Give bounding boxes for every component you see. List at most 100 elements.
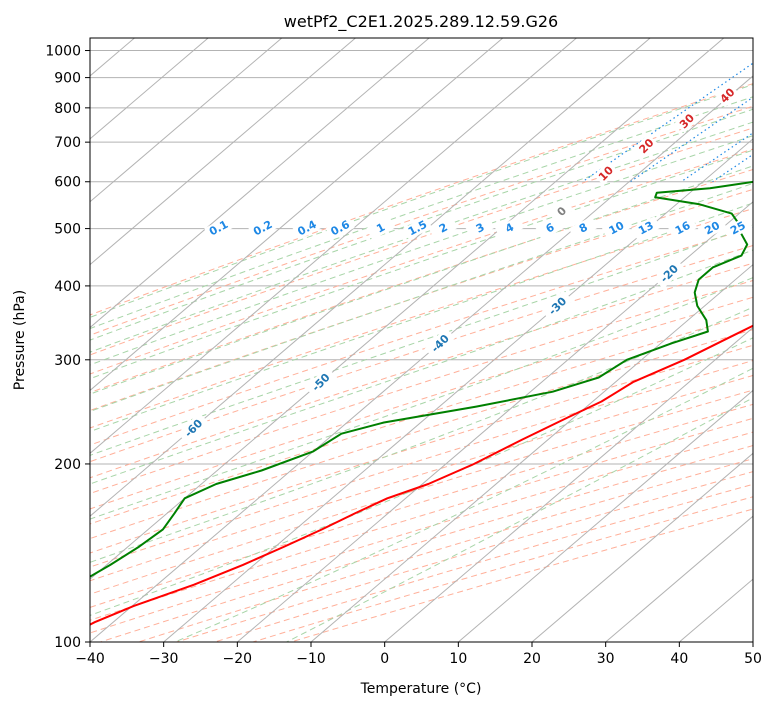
dry-adiabat-line bbox=[90, 188, 753, 412]
moist-adiabat-line bbox=[90, 165, 753, 395]
dry-adiabat-line bbox=[90, 83, 753, 316]
adiabat-label-bg bbox=[674, 109, 699, 134]
isotherm-line bbox=[90, 38, 356, 266]
dry-adiabat-line bbox=[90, 296, 753, 510]
isotherm-line bbox=[90, 38, 283, 203]
y-tick-label: 200 bbox=[54, 457, 81, 473]
isotherm-label-bg bbox=[177, 412, 209, 444]
moist-adiabat-line bbox=[90, 337, 753, 616]
plot-frame bbox=[89, 37, 754, 643]
mixing-ratio-label-bg bbox=[366, 216, 396, 240]
mixing-ratio-label-bg bbox=[568, 216, 598, 240]
isotherm-line bbox=[90, 38, 430, 329]
y-tick-label: 100 bbox=[54, 635, 81, 651]
adiabat-label-bg bbox=[593, 161, 618, 186]
moist-adiabats bbox=[90, 84, 753, 642]
mixing-ratio-label-bg bbox=[465, 216, 495, 240]
isotherm-line bbox=[163, 138, 753, 642]
mixing-ratio-label-bg bbox=[535, 216, 565, 240]
isotherm-line bbox=[90, 38, 577, 454]
chart-title: wetPf2_C2E1.2025.289.12.59.G26 bbox=[284, 12, 558, 32]
moist-adiabat-line bbox=[174, 367, 753, 642]
x-tick-label: −20 bbox=[223, 651, 253, 667]
x-tick-label: 50 bbox=[744, 651, 762, 667]
isotherm-line bbox=[458, 389, 753, 642]
dry-adiabat-line bbox=[90, 329, 753, 540]
mixing-ratio-label: 13 bbox=[636, 219, 656, 238]
y-tick-label: 900 bbox=[54, 71, 81, 87]
adiabat-label-bg bbox=[549, 199, 574, 224]
y-tick-label: 400 bbox=[54, 279, 81, 295]
y-tick-label: 800 bbox=[54, 101, 81, 117]
dry-adiabats bbox=[90, 83, 753, 642]
x-axis-title: Temperature (°C) bbox=[360, 681, 482, 697]
moist-adiabat-line bbox=[90, 96, 753, 330]
x-tick-label: 40 bbox=[670, 651, 688, 667]
mixing-ratio-label-bg bbox=[428, 216, 458, 240]
plot-area: -100-90-80-70-60-50-40-30-20-10010203040… bbox=[90, 38, 753, 642]
mixing-ratio-label-bg bbox=[292, 216, 322, 240]
y-tick-label: 600 bbox=[54, 175, 81, 191]
x-tick-label: 10 bbox=[449, 651, 467, 667]
moist-adiabat-line bbox=[90, 121, 753, 353]
isotherm-label-bg bbox=[541, 290, 573, 322]
mixing-ratio-label-bg bbox=[204, 216, 234, 240]
isotherm-line bbox=[605, 515, 753, 642]
mixing-ratio-label-bg bbox=[601, 216, 632, 240]
mixing-ratio-label-bg bbox=[723, 216, 753, 240]
dry-adiabat-line bbox=[90, 344, 753, 554]
mixing-ratio-label-bg bbox=[248, 216, 278, 240]
profiles bbox=[90, 180, 753, 626]
mixing-ratio-label: 10 bbox=[607, 219, 627, 238]
x-tick-label: 30 bbox=[597, 651, 615, 667]
dewpoint-profile-line bbox=[90, 180, 753, 578]
isotherm-label-bg bbox=[653, 257, 685, 289]
y-tick-label: 1000 bbox=[45, 44, 81, 60]
x-tick-label: 20 bbox=[523, 651, 541, 667]
isotherm-label-bg bbox=[305, 366, 337, 398]
y-tick-label: 300 bbox=[54, 353, 81, 369]
x-tick-label: −10 bbox=[296, 651, 326, 667]
adiabat-label-bg bbox=[715, 83, 740, 108]
mixing-ratio-label-bg bbox=[697, 216, 727, 240]
mixing-ratio-label-bg bbox=[403, 216, 433, 240]
moist-adiabat-line bbox=[90, 108, 753, 341]
dry-adiabat-line bbox=[90, 262, 753, 479]
isotherm-line bbox=[310, 263, 753, 642]
isotherm-label-bg bbox=[424, 327, 456, 359]
y-tick-label: 700 bbox=[54, 135, 81, 151]
mixing-ratio-label-bg bbox=[631, 216, 661, 240]
mixing-ratio-lines bbox=[582, 62, 753, 183]
isotherm-line bbox=[90, 38, 651, 517]
x-tick-label: −30 bbox=[149, 651, 179, 667]
isotherm-line bbox=[90, 38, 504, 392]
moist-adiabat-line bbox=[90, 182, 753, 412]
moist-adiabat-line bbox=[90, 224, 753, 456]
dry-adiabat-line bbox=[90, 208, 753, 429]
mixing-ratio-label: 16 bbox=[673, 219, 693, 238]
temperature-profile-line bbox=[90, 324, 753, 626]
x-tick-label: 0 bbox=[380, 651, 389, 667]
mixing-ratio-label: 25 bbox=[728, 219, 748, 238]
dry-adiabat-line bbox=[90, 374, 753, 582]
moist-adiabat-line bbox=[90, 249, 753, 485]
dry-adiabat-line bbox=[90, 105, 753, 336]
mixing-ratio-label-bg bbox=[495, 216, 525, 240]
axes: −40 −30 −20 −10 0 10 20 30 40 50 1000 900 800 700 600 5… bbox=[45, 44, 762, 667]
isotherm-line bbox=[384, 326, 753, 642]
isotherm-line bbox=[90, 38, 725, 580]
mixing-ratio-line bbox=[582, 62, 753, 183]
mixing-ratio-label-bg bbox=[325, 216, 355, 240]
moist-adiabat-line bbox=[90, 149, 753, 380]
moist-adiabat-line bbox=[90, 84, 753, 318]
mixing-ratio-label: 20 bbox=[702, 219, 722, 238]
dry-adiabat-line bbox=[90, 244, 753, 463]
isotherm-line bbox=[531, 452, 753, 642]
moist-adiabat-line bbox=[90, 306, 753, 563]
y-tick-label: 500 bbox=[54, 222, 81, 238]
dry-adiabat-line bbox=[90, 127, 753, 356]
mixing-ratio-label-bg bbox=[668, 216, 698, 240]
y-axis-title: Pressure (hPa) bbox=[12, 290, 28, 390]
x-tick-label: −40 bbox=[75, 651, 105, 667]
